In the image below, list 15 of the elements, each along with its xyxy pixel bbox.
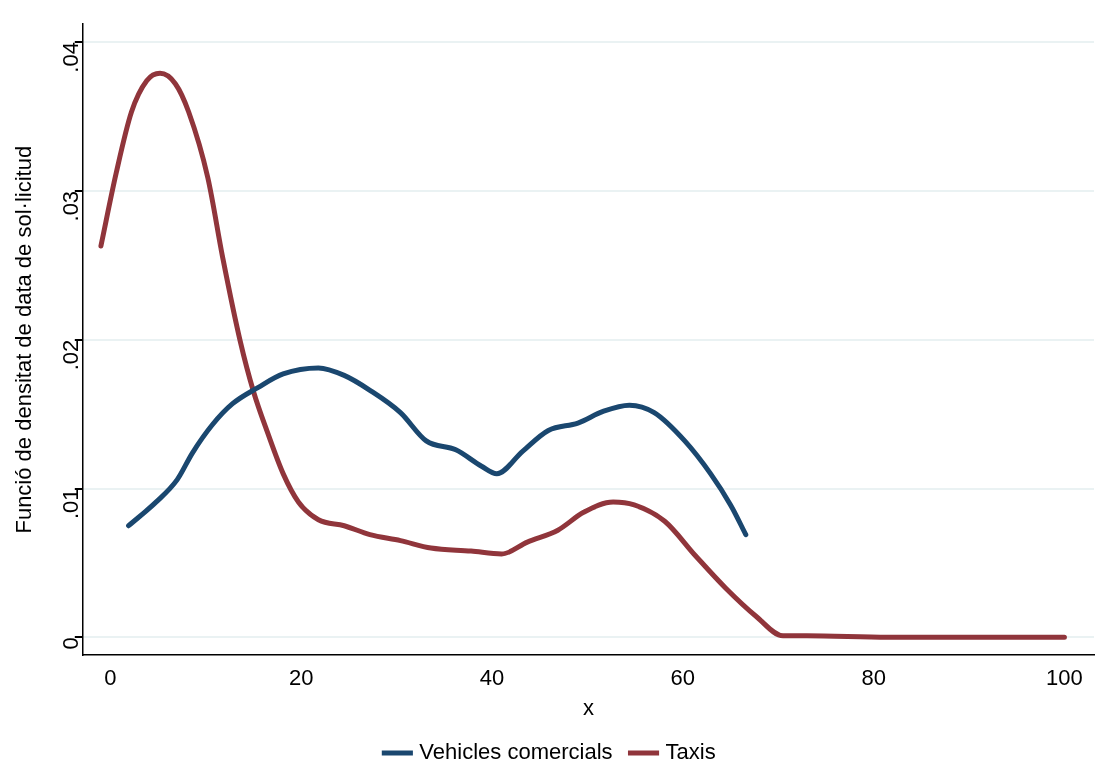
legend-label: Taxis <box>665 739 716 765</box>
x-tick-label: 20 <box>289 665 314 691</box>
legend-label: Vehicles comercials <box>419 739 613 765</box>
x-tick-label: 80 <box>861 665 886 691</box>
x-tick-label: 100 <box>1046 665 1083 691</box>
x-tick-label: 60 <box>670 665 696 691</box>
y-tick-label: .02 <box>57 339 83 371</box>
y-tick-label: .01 <box>57 488 83 520</box>
x-tick-label: 0 <box>104 665 117 691</box>
x-tick-label: 40 <box>479 665 505 691</box>
x-axis-title: x <box>582 694 594 720</box>
y-axis-title: Funció de densitat de data de sol·licitud <box>11 145 37 534</box>
y-tick-label: 0 <box>57 637 83 650</box>
y-tick-label: .03 <box>57 190 83 222</box>
y-tick-label: .04 <box>57 42 83 73</box>
